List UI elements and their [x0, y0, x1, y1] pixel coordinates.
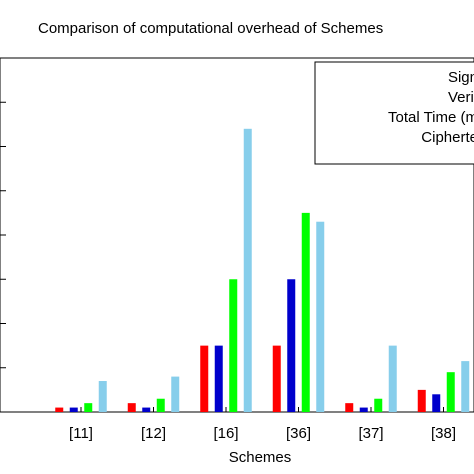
bar-11-series-0	[55, 407, 64, 412]
bar-16-series-3	[243, 128, 252, 413]
x-tick-label: [16]	[213, 425, 238, 442]
legend-items: Sign Verif Total Time (m Cipherte	[388, 69, 474, 146]
bar-38-series-0	[417, 389, 426, 413]
bar-12-series-3	[171, 376, 180, 412]
bar-11-series-3	[98, 381, 107, 412]
bar-37-series-0	[345, 403, 354, 412]
bar-36-series-1	[287, 279, 296, 412]
bar-11-series-2	[84, 403, 93, 412]
x-ticks-group: [11] [12] [16] [36] [37] [38]	[69, 407, 456, 442]
bar-16-series-0	[200, 345, 209, 413]
bar-16-series-1	[214, 345, 223, 413]
x-tick-label: [38]	[431, 425, 456, 442]
legend-entry-0: Sign	[448, 69, 474, 86]
x-axis-label: Schemes	[229, 449, 292, 466]
legend-entry-3: Cipherte	[421, 129, 474, 146]
x-tick-label: [37]	[358, 425, 383, 442]
legend-entry-1: Verif	[448, 89, 474, 106]
bars-group	[55, 128, 470, 413]
bar-12-series-2	[156, 398, 165, 412]
bar-36-series-3	[316, 221, 325, 412]
bar-12-series-1	[142, 407, 151, 412]
legend-entry-2: Total Time (m	[388, 109, 474, 126]
x-tick-label: [11]	[69, 425, 93, 442]
bar-38-series-3	[461, 361, 470, 412]
x-tick-label: [36]	[286, 425, 311, 442]
bar-12-series-0	[127, 403, 136, 412]
bar-37-series-1	[359, 407, 368, 412]
bar-37-series-2	[374, 398, 383, 412]
bar-38-series-1	[432, 394, 441, 412]
legend: Sign Verif Total Time (m Cipherte	[314, 61, 474, 165]
chart-title: Comparison of computational overhead of …	[38, 20, 383, 37]
x-tick-label: [12]	[141, 425, 166, 442]
bar-38-series-2	[446, 372, 455, 412]
bar-36-series-0	[272, 345, 281, 413]
bar-37-series-3	[388, 345, 397, 413]
bar-16-series-2	[229, 279, 238, 412]
bar-36-series-2	[301, 212, 310, 413]
legend-box	[314, 61, 474, 165]
y-ticks-group	[0, 57, 6, 413]
bar-11-series-1	[69, 407, 78, 412]
